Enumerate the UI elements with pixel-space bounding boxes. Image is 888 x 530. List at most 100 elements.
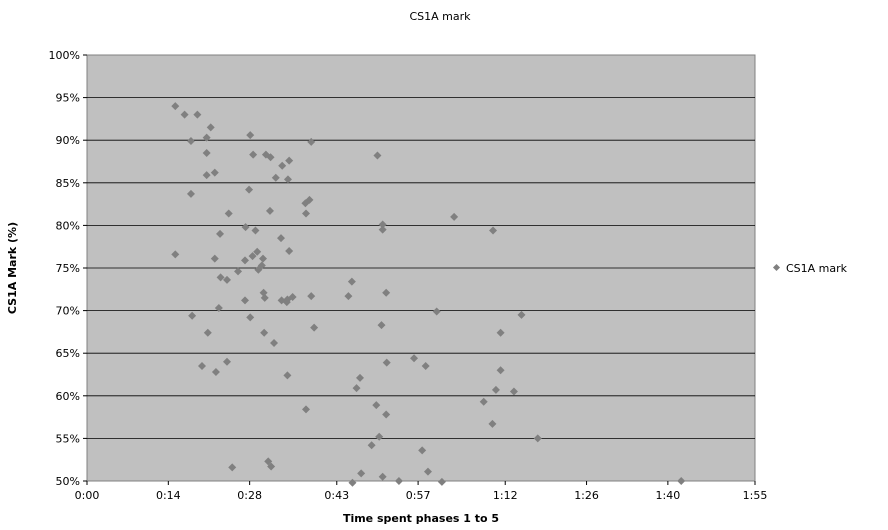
data-point bbox=[307, 292, 316, 301]
data-point bbox=[222, 357, 231, 366]
data-point bbox=[277, 234, 286, 243]
y-tick-label: 80% bbox=[56, 219, 80, 232]
data-point bbox=[533, 434, 542, 443]
y-tick-label: 100% bbox=[49, 49, 80, 62]
y-tick-label: 85% bbox=[56, 177, 80, 190]
x-tick-label: 1:26 bbox=[574, 489, 599, 502]
data-point bbox=[283, 175, 292, 184]
y-tick-label: 65% bbox=[56, 347, 80, 360]
data-point bbox=[432, 307, 441, 316]
data-point bbox=[344, 292, 353, 301]
data-point bbox=[496, 366, 505, 375]
data-point bbox=[259, 254, 268, 263]
y-tick-label: 70% bbox=[56, 305, 80, 318]
data-point bbox=[307, 137, 316, 146]
data-point bbox=[677, 477, 686, 485]
y-tick-label: 95% bbox=[56, 92, 80, 105]
data-point bbox=[216, 229, 225, 238]
data-point bbox=[310, 323, 319, 332]
data-point bbox=[240, 296, 249, 305]
data-point bbox=[271, 173, 280, 182]
y-axis-title: CS1A Mark (%) bbox=[6, 222, 19, 314]
data-point bbox=[301, 209, 310, 218]
data-point bbox=[241, 223, 250, 232]
data-point bbox=[348, 478, 357, 487]
data-point bbox=[203, 328, 212, 337]
data-point bbox=[382, 358, 391, 367]
data-points bbox=[171, 102, 686, 487]
data-point bbox=[186, 137, 195, 146]
y-axis-ticks: 50% 55% 60% 65% 70% 75% 80% 85% 90% 95% 100% bbox=[49, 49, 80, 488]
data-point bbox=[240, 256, 249, 265]
x-tick-label: 0:43 bbox=[324, 489, 349, 502]
x-tick-label: 1:40 bbox=[656, 489, 681, 502]
data-point bbox=[357, 469, 366, 478]
data-point bbox=[356, 373, 365, 382]
data-point bbox=[171, 250, 180, 259]
data-point bbox=[211, 367, 220, 376]
data-point bbox=[378, 220, 387, 229]
x-tick-label: 0:14 bbox=[156, 489, 181, 502]
data-point bbox=[202, 133, 211, 142]
legend: CS1A mark bbox=[772, 262, 848, 275]
data-point bbox=[228, 463, 237, 472]
data-point bbox=[260, 328, 269, 337]
data-point bbox=[264, 457, 273, 466]
data-point bbox=[496, 328, 505, 337]
data-point bbox=[479, 397, 488, 406]
legend-marker bbox=[772, 263, 781, 272]
data-point bbox=[186, 189, 195, 198]
data-point bbox=[373, 151, 382, 160]
data-point bbox=[382, 288, 391, 297]
grid-lines bbox=[83, 54, 756, 485]
data-point bbox=[210, 254, 219, 263]
data-point bbox=[206, 123, 215, 132]
data-point bbox=[188, 311, 197, 320]
x-tick-label: 1:55 bbox=[743, 489, 768, 502]
data-point bbox=[517, 310, 526, 319]
data-point bbox=[202, 171, 211, 180]
data-point bbox=[301, 405, 310, 414]
data-point bbox=[347, 277, 356, 286]
x-tick-label: 0:00 bbox=[75, 489, 100, 502]
y-tick-label: 55% bbox=[56, 432, 80, 445]
data-point bbox=[423, 467, 432, 476]
x-tick-label: 0:57 bbox=[406, 489, 431, 502]
data-point bbox=[283, 371, 292, 380]
data-point bbox=[210, 168, 219, 177]
data-point bbox=[450, 212, 459, 221]
y-tick-label: 60% bbox=[56, 390, 80, 403]
x-axis-ticks: 0:00 0:14 0:28 0:43 0:57 1:12 1:26 1:40 1:55 bbox=[75, 489, 768, 502]
data-point bbox=[491, 385, 500, 394]
x-tick-label: 1:12 bbox=[493, 489, 518, 502]
data-point bbox=[248, 252, 257, 261]
data-point bbox=[234, 267, 243, 276]
x-axis-title: Time spent phases 1 to 5 bbox=[343, 512, 499, 525]
data-point bbox=[285, 156, 294, 165]
data-point bbox=[270, 338, 279, 347]
data-point bbox=[254, 265, 263, 274]
data-point bbox=[266, 153, 275, 162]
data-point bbox=[265, 206, 274, 215]
data-point bbox=[251, 226, 260, 235]
data-point bbox=[410, 354, 419, 363]
data-point bbox=[509, 387, 518, 396]
data-point bbox=[278, 161, 287, 170]
data-point bbox=[437, 477, 446, 486]
data-point bbox=[224, 209, 233, 218]
chart-title: CS1A mark bbox=[409, 10, 471, 23]
data-point bbox=[378, 472, 387, 481]
data-point bbox=[198, 361, 207, 370]
legend-label: CS1A mark bbox=[786, 262, 848, 275]
data-point bbox=[267, 462, 276, 471]
data-point bbox=[245, 185, 254, 194]
data-point bbox=[216, 273, 225, 282]
data-point bbox=[253, 247, 262, 256]
data-point bbox=[418, 446, 427, 455]
y-tick-label: 90% bbox=[56, 134, 80, 147]
data-point bbox=[367, 441, 376, 450]
data-point bbox=[171, 102, 180, 111]
data-point bbox=[246, 131, 255, 140]
data-point bbox=[246, 313, 255, 322]
